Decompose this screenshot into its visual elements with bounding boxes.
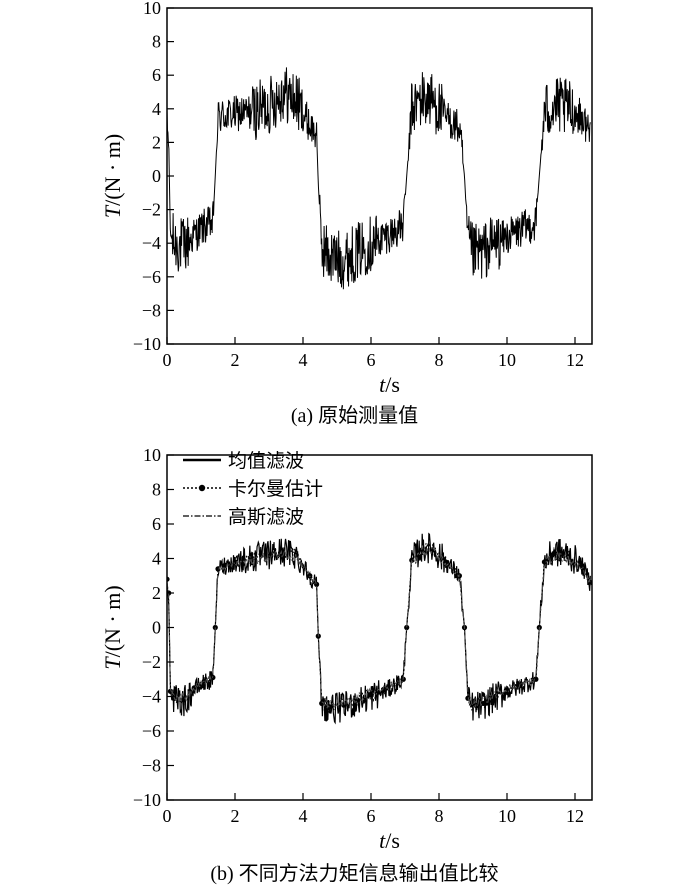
series-line-1 (167, 532, 591, 725)
y-tick-label: −6 (142, 721, 161, 741)
chart-panel-a: 0 2 4 6 8 10 12 −10 −8 −6 −4 −2 0 2 4 6 8 10 T/(N · m) t/… (100, 0, 593, 427)
legend-label-kalman: 卡尔曼估计 (228, 478, 323, 500)
y-tick-label: 0 (152, 166, 161, 186)
y-tick-label: 2 (152, 583, 161, 603)
y-axis-label-b: T/(N · m) (100, 585, 125, 669)
kalman-point (443, 559, 449, 565)
ticks-b: 0 2 4 6 8 10 12 −10 −8 −6 −4 −2 0 2 4 6 8 10 (133, 445, 584, 826)
kalman-point (533, 676, 539, 682)
plot-frame-a (166, 7, 593, 345)
x-tick-label: 8 (435, 806, 444, 826)
y-tick-label: 0 (152, 618, 161, 638)
y-tick-label: 6 (152, 514, 161, 534)
y-tick-label: 8 (152, 32, 161, 52)
y-tick-label: 2 (152, 132, 161, 152)
kalman-point (307, 573, 313, 579)
legend-entry-mean-filter: 均值滤波 (183, 450, 304, 472)
legend-entry-gaussian: 高斯滤波 (183, 506, 304, 528)
y-tick-label: 10 (143, 445, 161, 465)
y-tick-label: −8 (142, 300, 161, 320)
y-tick-label: −10 (133, 334, 161, 354)
x-tick-label: 0 (163, 350, 172, 370)
ticks-a: 0 2 4 6 8 10 12 −10 −8 −6 −4 −2 0 2 4 6 8 10 (133, 0, 584, 370)
x-axis-label-a: t/s (379, 372, 400, 397)
x-tick-label: 12 (566, 350, 584, 370)
legend-entry-kalman: 卡尔曼估计 (183, 478, 323, 500)
x-tick-label: 2 (231, 806, 240, 826)
kalman-point (404, 624, 410, 631)
kalman-point (480, 700, 486, 707)
x-tick-label: 4 (299, 350, 308, 370)
y-tick-label: −2 (142, 200, 161, 220)
caption-b: (b) 不同方法力矩信息输出值比较 (210, 862, 498, 885)
series-line-3 (167, 546, 591, 709)
caption-a: (a) 原始测量值 (291, 404, 418, 427)
y-tick-label: 4 (152, 99, 161, 119)
y-tick-label: 8 (152, 480, 161, 500)
x-tick-label: 10 (498, 806, 516, 826)
kalman-point (541, 559, 548, 565)
series-line-1 (167, 67, 591, 290)
kalman-point (222, 562, 228, 569)
kalman-point (552, 550, 558, 556)
x-tick-label: 4 (299, 806, 308, 826)
legend-marker-kalman (198, 484, 206, 492)
y-tick-label: 4 (152, 549, 161, 569)
x-tick-label: 2 (231, 350, 240, 370)
legend-label-gaussian: 高斯滤波 (228, 506, 304, 528)
series-lines-b (167, 532, 592, 725)
kalman-point (327, 704, 333, 710)
kalman-point (314, 581, 320, 587)
x-axis-label-b: t/s (379, 828, 400, 853)
chart-panel-b: 0 2 4 6 8 10 12 −10 −8 −6 −4 −2 0 2 4 6 8 10 均值滤波 卡尔曼估计 高… (100, 445, 593, 885)
x-tick-label: 0 (163, 806, 172, 826)
y-tick-label: 6 (152, 65, 161, 85)
y-tick-label: −6 (142, 267, 161, 287)
y-tick-label: 10 (143, 0, 161, 18)
kalman-point (368, 692, 374, 698)
series-lines-a (167, 67, 591, 290)
x-tick-label: 8 (435, 350, 444, 370)
kalman-point (419, 547, 425, 553)
legend: 均值滤波 卡尔曼估计 高斯滤波 (183, 450, 323, 528)
kalman-point (167, 688, 173, 694)
kalman-point (579, 562, 585, 569)
y-tick-label: −4 (142, 233, 161, 253)
kalman-point (319, 700, 325, 707)
y-tick-label: −4 (142, 687, 161, 707)
y-tick-label: −8 (142, 756, 161, 776)
y-axis-label-a: T/(N · m) (100, 134, 125, 218)
x-tick-label: 10 (498, 350, 516, 370)
y-tick-label: −2 (142, 652, 161, 672)
x-tick-label: 12 (566, 806, 584, 826)
x-tick-label: 6 (367, 350, 376, 370)
y-tick-label: −10 (133, 790, 161, 810)
x-tick-label: 6 (367, 806, 376, 826)
legend-label-mean-filter: 均值滤波 (228, 450, 304, 472)
